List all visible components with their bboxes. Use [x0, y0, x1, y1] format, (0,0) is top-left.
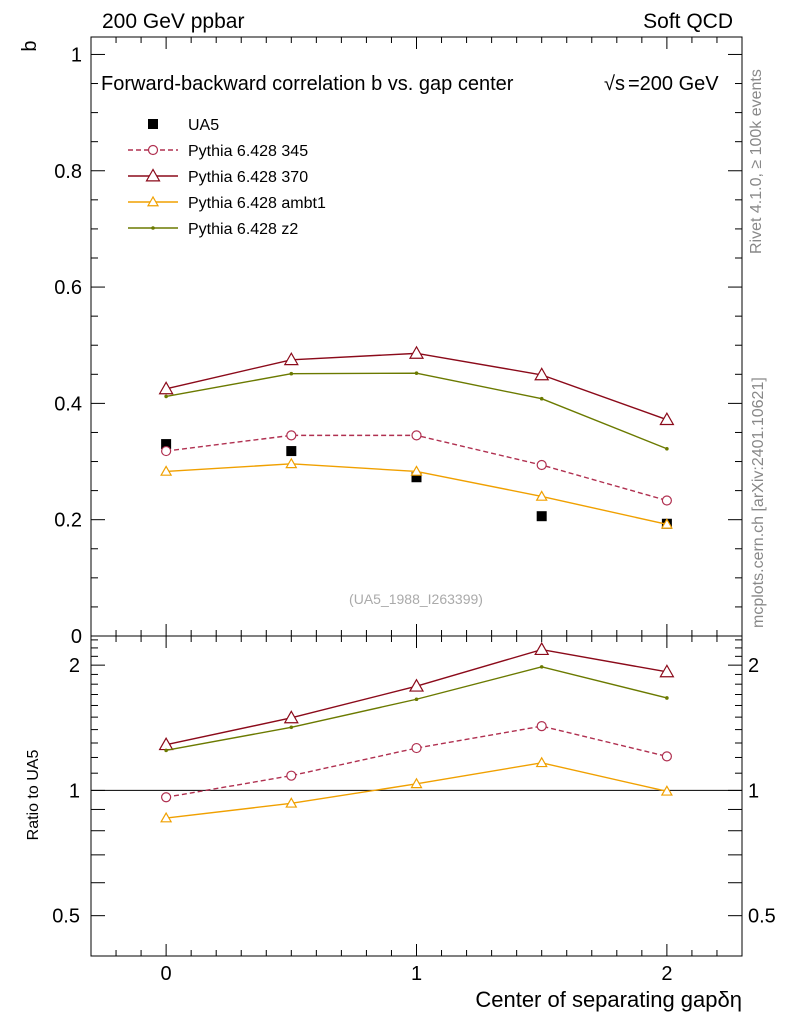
- data-point-pythia-6-428-370: [158, 381, 174, 395]
- ratio-point-pythia-6-428-ambt1: [160, 811, 173, 823]
- ratio-y-tick-label-right: 0.5: [748, 906, 776, 928]
- analysis-id-label: (UA5_1988_I263399): [349, 591, 483, 607]
- ratio-point-pythia-6-428-370: [283, 710, 299, 724]
- ratio-point-pythia-6-428-370: [534, 641, 550, 656]
- ratio-point-pythia-6-428-ambt1: [285, 797, 298, 808]
- ratio-point-pythia-6-428-370: [659, 664, 675, 678]
- x-tick-label: 1: [411, 963, 422, 985]
- x-axis-label: Center of separating gapδη: [475, 987, 742, 1012]
- data-point-pythia-6-428-345: [661, 495, 672, 506]
- legend-marker-pythia-6-428-ambt1: [146, 195, 160, 207]
- legend-label-pythia-6-428-ambt1: Pythia 6.428 ambt1: [188, 195, 326, 212]
- data-point-pythia-6-428-345: [161, 445, 172, 457]
- plot-title: Forward-backward correlation b vs. gap c…: [101, 73, 514, 95]
- ratio-point-pythia-6-428-345: [661, 751, 672, 762]
- data-point-pythia-6-428-ambt1: [285, 457, 298, 469]
- legend-label-pythia-6-428-z2: Pythia 6.428 z2: [188, 221, 298, 238]
- ratio-point-pythia-6-428-ambt1: [660, 785, 673, 796]
- legend-marker-pythia-6-428-z2: [151, 226, 155, 230]
- y-tick-label: 0.2: [54, 510, 82, 532]
- data-point-pythia-6-428-z2: [539, 396, 544, 401]
- mcplots-source-label: mcplots.cern.ch [arXiv:2401.10621]: [750, 377, 767, 628]
- data-point-pythia-6-428-z2: [289, 371, 294, 376]
- data-point-pythia-6-428-z2: [164, 394, 168, 399]
- data-point-pythia-6-428-z2: [665, 446, 669, 451]
- main-panel-series: [158, 345, 675, 529]
- legend-label-pythia-6-428-370: Pythia 6.428 370: [188, 169, 308, 186]
- y-tick-label: 1: [71, 44, 82, 66]
- ratio-point-pythia-6-428-345: [286, 770, 297, 781]
- ratio-panel-series: [158, 641, 675, 823]
- ratio-point-pythia-6-428-345: [411, 742, 422, 754]
- ratio-y-tick-label-right: 1: [748, 780, 759, 802]
- y-tick-label: 0.6: [54, 277, 82, 299]
- header-left-label: 200 GeV ppbar: [102, 10, 244, 33]
- ratio-y-axis-label: Ratio to UA5: [25, 750, 42, 841]
- x-tick-label: 2: [661, 963, 672, 985]
- data-point-pythia-6-428-345: [286, 430, 297, 441]
- ratio-y-tick-label: 2: [69, 655, 80, 677]
- legend-marker-pythia-6-428-345: [147, 144, 159, 156]
- y-axis-label: b: [19, 40, 41, 51]
- energy-label: =200 GeV: [628, 73, 719, 95]
- data-point-ua5: [286, 446, 297, 457]
- data-point-pythia-6-428-370: [659, 411, 675, 426]
- legend: UA5 Pythia 6.428 345 Pythia 6.428 370 Pythi…: [128, 117, 326, 238]
- data-point-pythia-6-428-z2: [414, 371, 419, 375]
- data-point-pythia-6-428-ambt1: [535, 490, 548, 501]
- ratio-point-pythia-6-428-z2: [414, 697, 419, 702]
- ratio-y-tick-label: 1: [69, 780, 80, 802]
- data-point-pythia-6-428-345: [411, 430, 422, 441]
- axis-ticks: [91, 37, 742, 956]
- legend-marker-pythia-6-428-370: [145, 168, 161, 182]
- ratio-point-pythia-6-428-ambt1: [535, 756, 548, 768]
- ratio-point-pythia-6-428-ambt1: [410, 777, 423, 789]
- data-point-ua5: [161, 439, 172, 450]
- ratio-line-pythia-6-428-370: [165, 648, 668, 746]
- rivet-version-label: Rivet 4.1.0, ≥ 100k events: [748, 69, 765, 254]
- ratio-point-pythia-6-428-345: [161, 792, 172, 803]
- ratio-point-pythia-6-428-370: [408, 678, 425, 692]
- sqrt-s-label: √s: [604, 73, 625, 95]
- ratio-point-pythia-6-428-z2: [665, 696, 669, 700]
- ratio-y-tick-label: 0.5: [52, 906, 80, 928]
- y-tick-label: 0: [71, 626, 82, 648]
- ratio-point-pythia-6-428-z2: [539, 665, 544, 669]
- data-point-ua5: [411, 472, 422, 483]
- ratio-point-pythia-6-428-345: [536, 721, 547, 732]
- data-point-pythia-6-428-370: [534, 367, 550, 381]
- x-tick-label: 0: [161, 963, 172, 985]
- data-point-pythia-6-428-370: [408, 345, 425, 359]
- ratio-point-pythia-6-428-z2: [289, 725, 294, 730]
- data-point-pythia-6-428-ambt1: [160, 465, 173, 476]
- data-point-pythia-6-428-345: [536, 459, 547, 471]
- header-right-label: Soft QCD: [643, 10, 733, 33]
- ratio-line-pythia-6-428-345: [165, 725, 668, 798]
- series-line-pythia-6-428-370: [165, 352, 668, 421]
- y-tick-label: 0.8: [54, 161, 82, 183]
- y-tick-label: 0.4: [54, 393, 82, 415]
- axis-tick-labels: 0 1 2 0 0.2 0.4 0.6 0.8 1 0.5 0.5 1 1 2 2: [52, 44, 776, 985]
- legend-label-pythia-6-428-345: Pythia 6.428 345: [188, 143, 308, 160]
- data-point-ua5: [536, 511, 547, 522]
- data-point-pythia-6-428-ambt1: [660, 518, 673, 529]
- ratio-y-tick-label-right: 2: [748, 655, 759, 677]
- legend-marker-ua5: [148, 119, 158, 129]
- data-point-pythia-6-428-ambt1: [410, 465, 423, 476]
- legend-label-ua5: UA5: [188, 117, 219, 134]
- data-point-pythia-6-428-370: [283, 352, 299, 366]
- ratio-point-pythia-6-428-z2: [164, 748, 168, 753]
